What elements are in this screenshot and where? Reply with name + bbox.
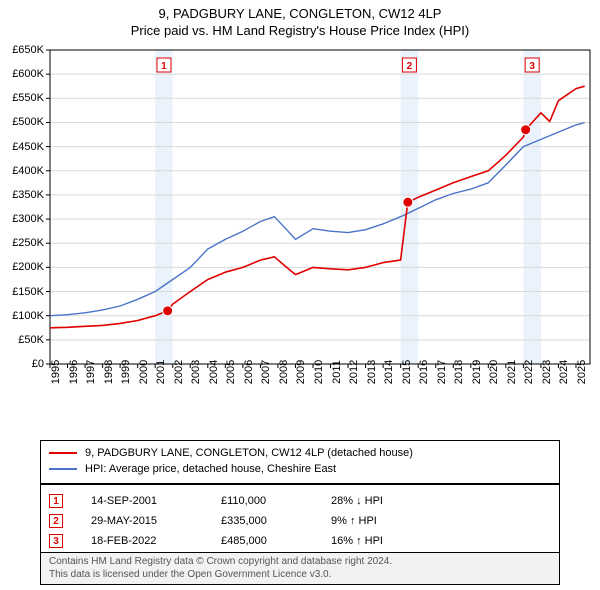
x-axis-label: 2002 [173,360,185,384]
y-axis-label: £350K [4,189,44,201]
x-axis-label: 2003 [190,360,202,384]
x-axis-label: 2001 [155,360,167,384]
x-axis-label: 2010 [313,360,325,384]
y-axis-label: £50K [4,334,44,346]
legend-item: HPI: Average price, detached house, Ches… [49,461,551,477]
legend-label: 9, PADGBURY LANE, CONGLETON, CW12 4LP (d… [85,447,413,459]
x-axis-label: 2012 [348,360,360,384]
sale-pct: 9% ↑ HPI [331,515,441,527]
x-axis-label: 2007 [260,360,272,384]
chart-container: 9, PADGBURY LANE, CONGLETON, CW12 4LP Pr… [0,0,600,590]
sale-date: 29-MAY-2015 [91,515,221,527]
x-axis-label: 2019 [471,360,483,384]
x-axis-label: 2008 [278,360,290,384]
x-axis-label: 2018 [453,360,465,384]
x-axis-label: 2004 [208,360,220,384]
x-axis-label: 2000 [138,360,150,384]
legend-label: HPI: Average price, detached house, Ches… [85,463,336,475]
sale-pct: 16% ↑ HPI [331,535,441,547]
x-axis-label: 2024 [558,360,570,384]
sale-price: £335,000 [221,515,331,527]
title-line-2: Price paid vs. HM Land Registry's House … [0,23,600,38]
table-row: 2 29-MAY-2015 £335,000 9% ↑ HPI [49,511,551,531]
sale-marker: 1 [49,494,63,508]
svg-text:2: 2 [407,61,413,72]
x-axis-label: 2013 [366,360,378,384]
x-axis-label: 1995 [50,360,62,384]
x-axis-label: 1997 [85,360,97,384]
sale-pct: 28% ↓ HPI [331,495,441,507]
y-axis-label: £250K [4,237,44,249]
legend-swatch [49,468,77,470]
x-axis-label: 2025 [576,360,588,384]
svg-text:3: 3 [529,61,535,72]
x-axis-label: 2015 [401,360,413,384]
y-axis-label: £450K [4,141,44,153]
table-row: 1 14-SEP-2001 £110,000 28% ↓ HPI [49,491,551,511]
sale-date: 14-SEP-2001 [91,495,221,507]
sales-table: 1 14-SEP-2001 £110,000 28% ↓ HPI 2 29-MA… [40,484,560,558]
sale-marker: 2 [49,514,63,528]
footer-line-2: This data is licensed under the Open Gov… [49,569,551,582]
x-axis-label: 2023 [541,360,553,384]
sale-price: £485,000 [221,535,331,547]
x-axis-label: 1998 [103,360,115,384]
y-axis-label: £150K [4,286,44,298]
y-axis-label: £600K [4,68,44,80]
svg-text:1: 1 [161,61,167,72]
x-axis-label: 2022 [523,360,535,384]
x-axis-label: 2011 [331,360,343,384]
x-axis-label: 2020 [488,360,500,384]
chart-area: 1 2 3 £0 £50K £100K £150K £200K £250K £300K £350K… [0,42,600,430]
table-row: 3 18-FEB-2022 £485,000 16% ↑ HPI [49,531,551,551]
title-line-1: 9, PADGBURY LANE, CONGLETON, CW12 4LP [0,6,600,21]
footer-line-1: Contains HM Land Registry data © Crown c… [49,556,551,569]
x-axis-label: 2009 [295,360,307,384]
x-axis-label: 2017 [436,360,448,384]
x-axis-label: 2006 [243,360,255,384]
legend-item: 9, PADGBURY LANE, CONGLETON, CW12 4LP (d… [49,445,551,461]
y-axis-label: £0 [4,358,44,370]
y-axis-label: £300K [4,213,44,225]
sale-marker: 3 [49,534,63,548]
sale-price: £110,000 [221,495,331,507]
sale-date: 18-FEB-2022 [91,535,221,547]
y-axis-label: £200K [4,261,44,273]
legend-swatch [49,452,77,454]
y-axis-label: £500K [4,116,44,128]
y-axis-label: £100K [4,310,44,322]
footer-box: Contains HM Land Registry data © Crown c… [40,552,560,585]
x-axis-label: 2016 [418,360,430,384]
y-axis-label: £550K [4,92,44,104]
x-axis-label: 2014 [383,360,395,384]
y-axis-label: £650K [4,44,44,56]
y-axis-label: £400K [4,165,44,177]
x-axis-label: 1996 [68,360,80,384]
legend-box: 9, PADGBURY LANE, CONGLETON, CW12 4LP (d… [40,440,560,484]
x-axis-label: 2021 [506,360,518,384]
x-axis-label: 2005 [225,360,237,384]
x-axis-label: 1999 [120,360,132,384]
title-area: 9, PADGBURY LANE, CONGLETON, CW12 4LP Pr… [0,0,600,38]
